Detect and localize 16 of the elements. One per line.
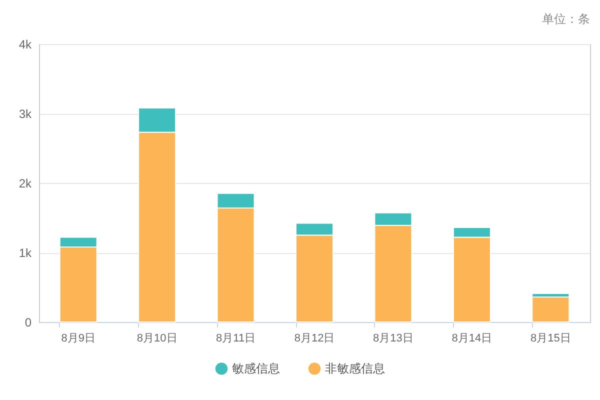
y-tick-label: 1k [18,246,32,260]
y-tick-label: 0 [24,316,32,330]
legend-label: 敏感信息 [232,362,280,376]
y-tick-label: 3k [18,107,32,121]
y-tick-label: 4k [18,38,32,52]
y-tick-label: 2k [18,176,32,190]
x-tick-label: 8月9日 [61,332,96,344]
text: 单位：条 [542,12,590,26]
bar [532,296,570,322]
legend-label: 非敏感信息 [325,362,385,376]
x-tick-label: 8月15日 [530,332,571,344]
x-tick-label: 8月12日 [294,332,335,344]
x-tick-label: 8月11日 [216,332,256,344]
x-tick-label: 8月13日 [373,332,414,344]
x-tick-label: 8月10日 [136,332,178,344]
x-tick-label: 8月14日 [452,332,492,344]
